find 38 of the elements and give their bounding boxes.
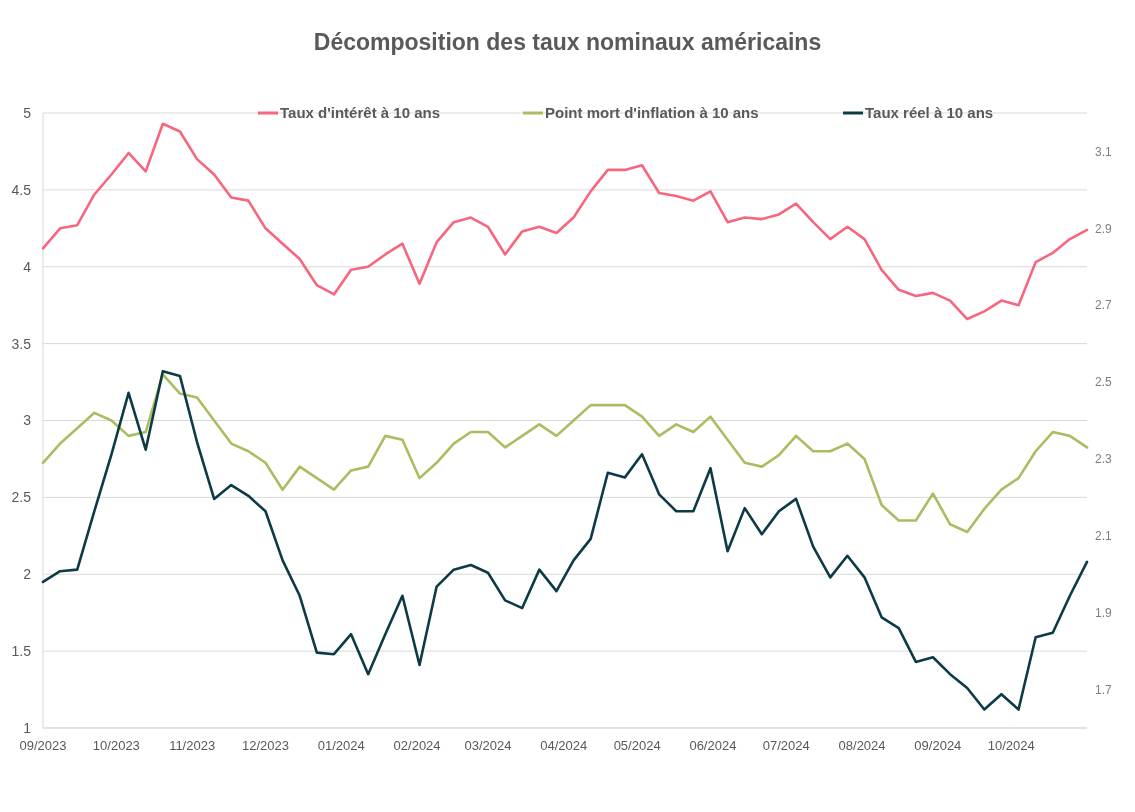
chart-title: Décomposition des taux nominaux américains	[313, 29, 822, 55]
y-tick-label: 5	[23, 104, 32, 121]
y-tick-label: 1.5	[11, 643, 32, 660]
x-tick-label: 09/2024	[914, 738, 962, 753]
y-tick-label: 3.5	[11, 335, 32, 352]
y-tick-label: 2.5	[11, 489, 32, 506]
y-tick-label: 1	[23, 719, 32, 736]
x-tick-label: 11/2023	[169, 738, 216, 753]
x-tick-label: 06/2024	[689, 738, 737, 753]
y-tick-label: 2	[23, 566, 32, 583]
x-tick-label: 12/2023	[241, 738, 289, 753]
line-series	[41, 122, 1089, 321]
y2-tick-label: 3.1	[1095, 144, 1113, 159]
y-tick-label: 4.5	[11, 181, 32, 198]
legend-label: Taux d'intérêt à 10 ans	[280, 104, 441, 122]
y2-tick-label: 2.7	[1095, 298, 1113, 313]
line-series	[41, 370, 1089, 711]
y2-tick-label: 2.3	[1095, 452, 1113, 467]
y2-tick-label: 2.5	[1095, 375, 1113, 390]
x-tick-label: 08/2024	[838, 738, 886, 753]
x-tick-label: 07/2024	[762, 738, 810, 753]
y2-tick-label: 2.1	[1095, 529, 1113, 544]
x-tick-label: 09/2023	[19, 738, 67, 753]
y-tick-label: 3	[23, 412, 32, 429]
legend-label: Taux réel à 10 ans	[865, 104, 994, 122]
x-tick-label: 01/2024	[317, 738, 365, 753]
y2-tick-label: 2.9	[1095, 221, 1113, 236]
y2-tick-label: 1.9	[1095, 605, 1113, 620]
x-tick-label: 03/2024	[464, 738, 512, 753]
x-tick-label: 02/2024	[393, 738, 441, 753]
legend-label: Point mort d'inflation à 10 ans	[545, 104, 759, 122]
x-tick-label: 10/2023	[92, 738, 140, 753]
x-tick-label: 10/2024	[987, 738, 1035, 753]
x-tick-label: 04/2024	[540, 738, 588, 753]
y-tick-label: 4	[23, 258, 32, 275]
line-series	[41, 373, 1089, 534]
x-tick-label: 05/2024	[613, 738, 661, 753]
y2-tick-label: 1.7	[1095, 682, 1113, 697]
